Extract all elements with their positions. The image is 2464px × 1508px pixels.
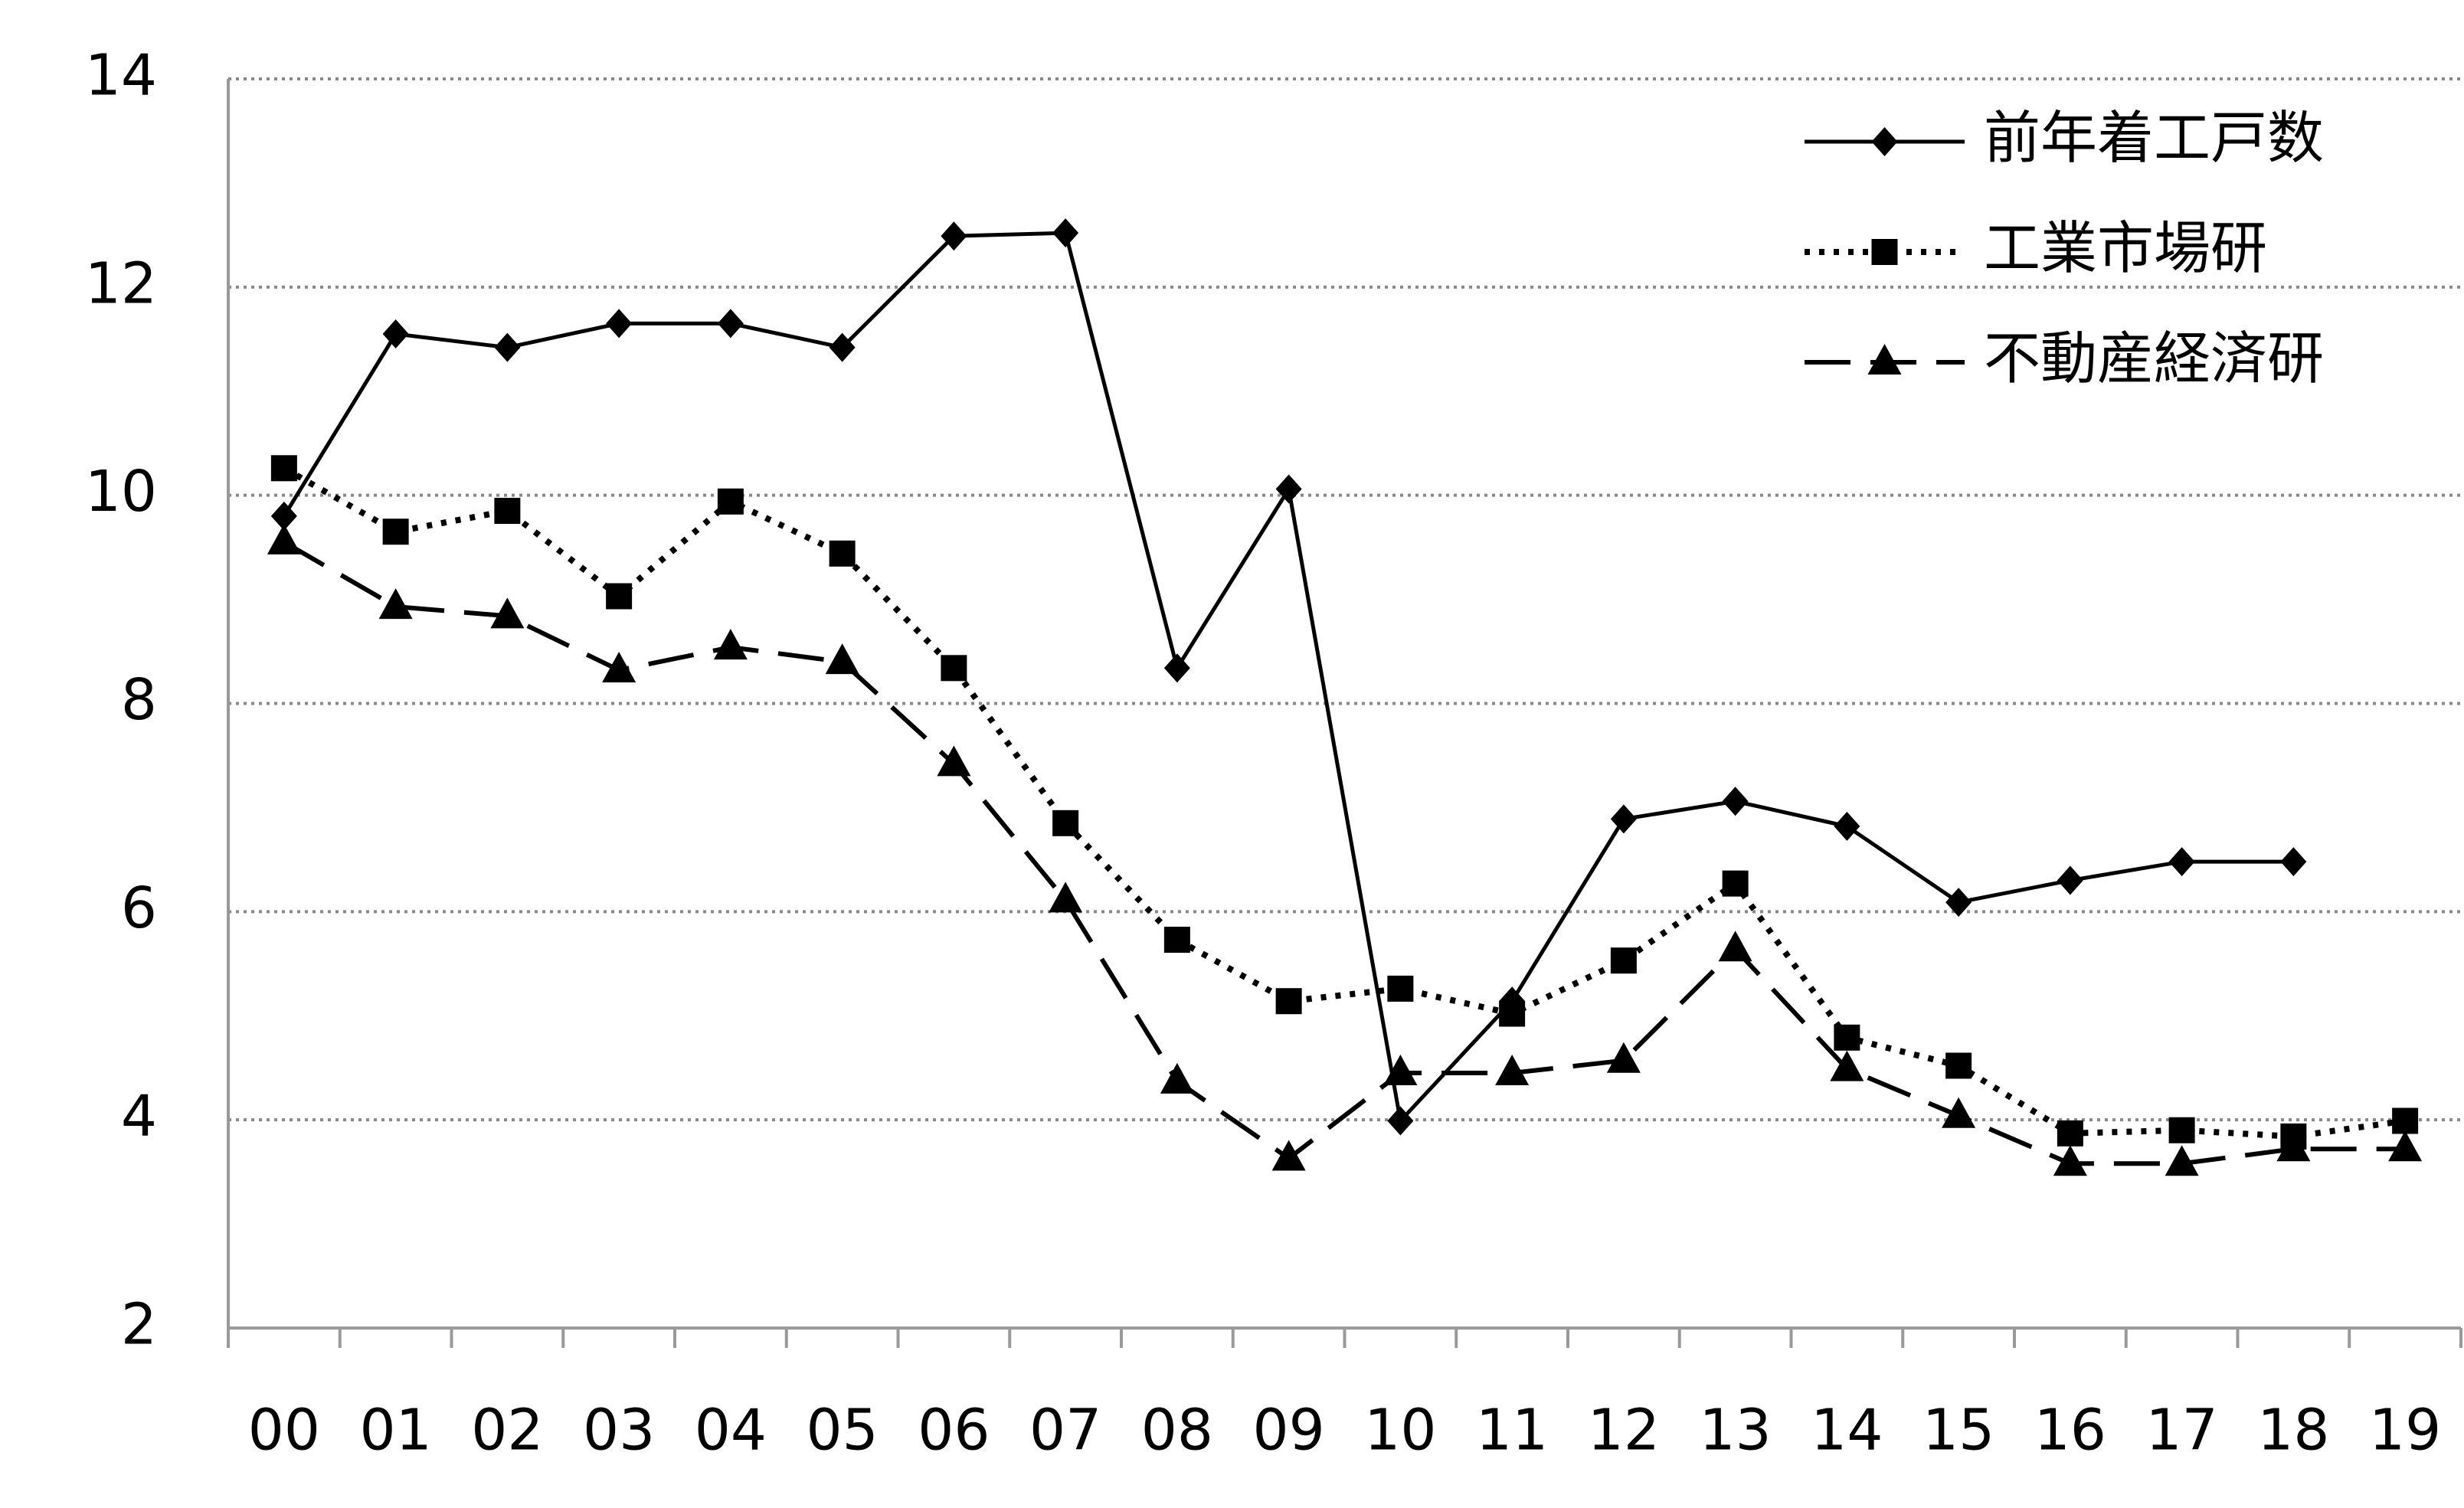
marker xyxy=(941,221,967,251)
y-tick-label: 10 xyxy=(85,459,157,525)
marker xyxy=(717,488,744,515)
marker xyxy=(1275,988,1302,1015)
marker xyxy=(2280,847,2307,877)
marker xyxy=(1867,344,1902,375)
marker xyxy=(1722,787,1749,816)
y-tick-label: 14 xyxy=(85,43,157,109)
marker xyxy=(606,583,633,610)
marker xyxy=(1871,239,1898,265)
marker xyxy=(267,523,301,554)
marker xyxy=(270,501,297,531)
x-tick-label: 18 xyxy=(2257,1398,2329,1464)
marker xyxy=(825,643,859,675)
marker xyxy=(1275,474,1302,504)
marker xyxy=(1049,882,1083,913)
legend-label: 前年着工戸数 xyxy=(1984,106,2324,172)
y-tick-label: 2 xyxy=(121,1292,157,1358)
marker xyxy=(829,540,856,567)
marker xyxy=(717,309,744,339)
marker xyxy=(270,455,297,482)
marker xyxy=(2168,1117,2195,1143)
marker xyxy=(1387,1106,1414,1136)
x-tick-label: 09 xyxy=(1253,1398,1325,1464)
marker xyxy=(2165,1145,2199,1176)
marker xyxy=(1718,931,1752,962)
series-line xyxy=(283,540,2406,1166)
marker xyxy=(1387,975,1414,1002)
x-tick-label: 07 xyxy=(1029,1398,1101,1464)
marker xyxy=(1722,870,1749,897)
y-tick-label: 4 xyxy=(121,1084,157,1150)
marker xyxy=(2276,1130,2311,1162)
x-tick-label: 08 xyxy=(1141,1398,1213,1464)
marker xyxy=(378,588,413,620)
marker xyxy=(2053,1145,2087,1176)
marker xyxy=(1160,1062,1194,1094)
marker xyxy=(2168,847,2195,877)
x-tick-label: 13 xyxy=(1700,1398,1772,1464)
marker xyxy=(2388,1130,2423,1162)
marker xyxy=(1942,1097,1976,1128)
x-tick-label: 03 xyxy=(583,1398,655,1464)
marker xyxy=(2392,1107,2419,1134)
marker xyxy=(1610,947,1637,974)
marker xyxy=(713,629,748,660)
x-tick-label: 02 xyxy=(471,1398,543,1464)
x-tick-label: 19 xyxy=(2369,1398,2441,1464)
y-tick-label: 12 xyxy=(85,250,157,316)
marker xyxy=(2057,865,2083,895)
marker xyxy=(1052,218,1079,248)
marker xyxy=(1271,1140,1306,1171)
marker xyxy=(382,518,409,545)
legend-label: 工業市場研 xyxy=(1984,216,2267,282)
marker xyxy=(1383,1055,1418,1086)
x-tick-label: 17 xyxy=(2146,1398,2218,1464)
marker xyxy=(1945,1052,1972,1079)
x-tick-label: 16 xyxy=(2034,1398,2106,1464)
marker xyxy=(1163,653,1190,683)
marker xyxy=(1052,810,1079,836)
marker xyxy=(1163,927,1190,954)
marker xyxy=(494,332,521,362)
marker xyxy=(1871,127,1898,156)
marker xyxy=(490,597,525,629)
x-tick-label: 11 xyxy=(1476,1398,1548,1464)
marker xyxy=(1945,888,1972,918)
x-tick-label: 10 xyxy=(1364,1398,1436,1464)
marker xyxy=(1499,1000,1526,1027)
marker xyxy=(1610,804,1637,834)
marker xyxy=(1495,1055,1530,1086)
x-tick-label: 00 xyxy=(248,1398,320,1464)
marker xyxy=(829,332,856,362)
marker xyxy=(1834,811,1860,841)
y-tick-label: 6 xyxy=(121,875,157,941)
marker xyxy=(2057,1120,2083,1147)
x-tick-label: 15 xyxy=(1922,1398,1994,1464)
marker xyxy=(1606,1042,1641,1073)
marker xyxy=(382,319,409,348)
x-tick-label: 06 xyxy=(918,1398,990,1464)
x-tick-label: 01 xyxy=(360,1398,432,1464)
marker xyxy=(1830,1050,1864,1081)
y-tick-label: 8 xyxy=(121,667,157,733)
x-tick-label: 05 xyxy=(807,1398,879,1464)
marker xyxy=(937,745,971,777)
x-tick-label: 14 xyxy=(1811,1398,1883,1464)
x-tick-label: 04 xyxy=(695,1398,767,1464)
marker xyxy=(494,498,521,525)
legend-label: 不動産経済研 xyxy=(1984,326,2324,392)
marker xyxy=(1834,1024,1860,1051)
marker xyxy=(606,309,633,339)
x-tick-label: 12 xyxy=(1588,1398,1660,1464)
marker xyxy=(602,652,636,683)
marker xyxy=(941,655,967,682)
